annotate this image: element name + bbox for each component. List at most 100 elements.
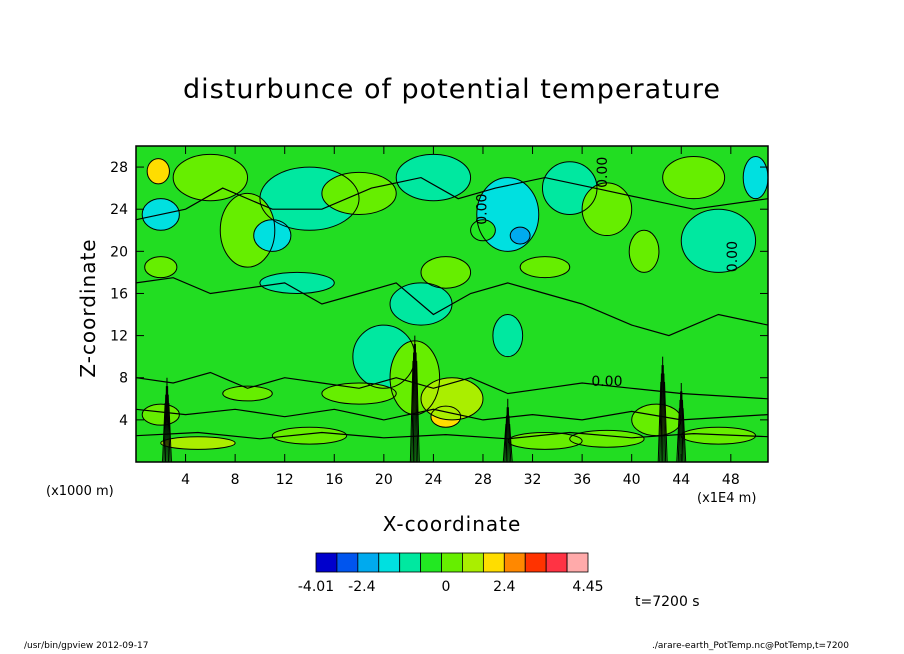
- contour-region: [173, 154, 248, 201]
- contour-line: [541, 161, 598, 215]
- colorbar-label: -4.01: [298, 579, 334, 595]
- x-tick-label: 8: [231, 472, 240, 488]
- contour-line: [420, 377, 484, 421]
- x-tick-label: 32: [524, 472, 542, 488]
- colorbar-swatch: [545, 552, 568, 573]
- chart-title: disturbunce of potential temperature: [183, 74, 721, 105]
- contour-region: [272, 427, 347, 445]
- x-tick-label: 44: [672, 472, 690, 488]
- x-tick-label: 4: [181, 472, 190, 488]
- contour-line: [136, 277, 768, 337]
- x-tick-label: 36: [573, 472, 591, 488]
- colorbar-swatch: [336, 552, 359, 573]
- colorbar-label: 2.4: [493, 579, 515, 595]
- contour-region: [222, 386, 273, 401]
- contour-line: [144, 256, 178, 279]
- contour-line: [662, 365, 665, 462]
- contour-line: [253, 219, 292, 252]
- contour-line: [662, 156, 726, 200]
- contour-line: [219, 192, 276, 268]
- contour-line: [162, 402, 166, 462]
- contour-line: [476, 177, 540, 252]
- contour-line: [680, 208, 757, 273]
- contour-region: [629, 230, 659, 273]
- colorbar-swatch: [378, 552, 401, 573]
- contour-region: [631, 404, 682, 436]
- contour-line: [164, 386, 167, 462]
- contour-line: [172, 153, 249, 202]
- colorbar-label: -2.4: [348, 579, 375, 595]
- x-axis-label: X-coordinate: [382, 512, 522, 536]
- y-tick-label: 4: [119, 413, 128, 429]
- contour-line: [742, 156, 768, 200]
- contour-line: [492, 314, 524, 358]
- contour-line: [470, 219, 496, 242]
- contour-region: [662, 156, 725, 199]
- contour-region: [492, 314, 523, 357]
- contour-line: [677, 399, 681, 462]
- contour-line: [168, 402, 172, 462]
- contour-line: [505, 407, 508, 462]
- contour-line: [676, 408, 680, 462]
- contour-line: [679, 391, 682, 462]
- contour-region: [144, 256, 177, 278]
- colorbar: -4.01 -2.4 0 2.4 4.45: [298, 552, 604, 595]
- x-tick-label: 20: [375, 472, 393, 488]
- contour-line: [508, 415, 512, 462]
- contour-line: [321, 382, 397, 405]
- contour-line: [660, 365, 663, 462]
- colorbar-swatch: [399, 552, 422, 573]
- contour-line: [321, 171, 397, 215]
- contour-line: [415, 352, 419, 462]
- colorbar-swatch: [524, 552, 547, 573]
- colorbar-swatch: [441, 552, 463, 573]
- contour-value-label: 0.00: [475, 194, 491, 225]
- contour-region: [421, 256, 471, 289]
- contour-line: [416, 360, 420, 462]
- contour-line: [409, 360, 414, 462]
- contour-line: [663, 373, 667, 462]
- contour-region: [582, 182, 632, 236]
- contour-region: [681, 427, 756, 445]
- contour-region: [160, 436, 236, 450]
- contour-value-label: 0.00: [595, 157, 611, 188]
- x-tick-label: 40: [623, 472, 641, 488]
- contour-line: [430, 405, 462, 428]
- contour-region: [510, 227, 531, 244]
- contour-line: [141, 403, 180, 426]
- footer-right: ./arare-earth_PotTemp.nc@PotTemp,t=7200: [652, 641, 849, 651]
- contour-line: [507, 407, 510, 462]
- contour-line: [569, 429, 645, 448]
- colorbar-swatch: [503, 552, 526, 573]
- contour-line: [664, 381, 668, 462]
- contour-line: [682, 408, 687, 462]
- contour-line: [160, 436, 236, 450]
- colorbar-label: 4.45: [572, 579, 603, 595]
- colorbar-swatch: [315, 552, 338, 573]
- contour-line: [163, 394, 167, 462]
- x-tick-label: 24: [424, 472, 442, 488]
- contour-line: [412, 344, 415, 462]
- contour-line: [420, 256, 472, 289]
- contour-line: [141, 198, 180, 231]
- contour-line: [581, 182, 633, 237]
- contour-line: [259, 271, 335, 294]
- plot-frame: [135, 145, 769, 463]
- colorbar-swatch: [420, 552, 442, 573]
- contour-value-label: 0.00: [725, 241, 741, 272]
- contour-line: [136, 431, 768, 440]
- colorbar-swatch: [357, 552, 380, 573]
- contour-line: [136, 176, 768, 221]
- contour-line: [681, 391, 684, 462]
- contour-line: [271, 426, 348, 445]
- colorbar-swatch: [462, 552, 484, 573]
- contour-region: [147, 158, 170, 184]
- plot-area: [136, 146, 768, 462]
- contour-line: [136, 408, 768, 421]
- contour-region: [681, 209, 756, 273]
- x-tick-label: 28: [474, 472, 492, 488]
- contour-line: [502, 424, 507, 462]
- x-multiplier-label: (x1000 m): [46, 484, 114, 499]
- contour-line: [509, 424, 513, 462]
